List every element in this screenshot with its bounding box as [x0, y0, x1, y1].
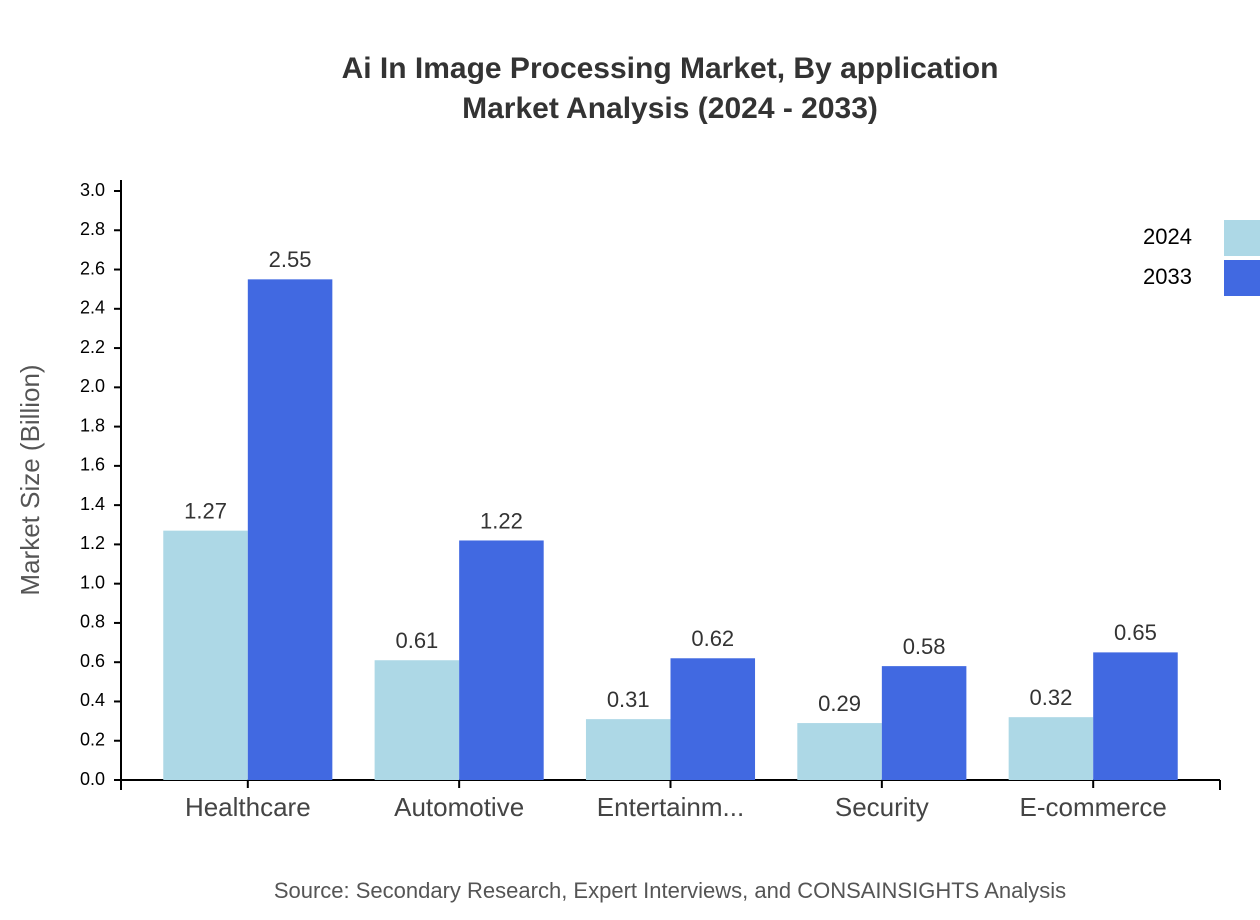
chart-title: Ai In Image Processing Market, By applic…	[342, 52, 999, 85]
legend-swatch	[1224, 260, 1260, 296]
bar	[1008, 717, 1094, 780]
legend-swatch	[1224, 220, 1260, 256]
value-label: 0.65	[1114, 620, 1157, 645]
chart-subtitle: Market Analysis (2024 - 2033)	[462, 92, 878, 125]
value-label: 0.58	[903, 634, 946, 659]
value-label: 0.62	[691, 626, 734, 651]
value-label: 1.27	[184, 498, 227, 523]
y-tick-label: 2.6	[80, 258, 105, 278]
bar	[163, 530, 248, 780]
bar	[797, 723, 882, 780]
bar	[247, 279, 333, 780]
x-tick-label: Automotive	[394, 792, 524, 822]
bar	[881, 666, 967, 780]
y-tick-label: 0.4	[80, 690, 105, 710]
bar	[585, 719, 671, 780]
y-tick-label: 2.8	[80, 219, 105, 239]
y-tick-label: 1.0	[80, 572, 105, 592]
x-tick-label: Entertainm...	[597, 792, 744, 822]
value-label: 0.31	[607, 687, 650, 712]
bar	[374, 660, 460, 780]
y-tick-label: 2.4	[80, 298, 105, 318]
y-tick-label: 2.2	[80, 337, 105, 357]
legend-label: 2033	[1143, 264, 1192, 289]
y-tick-label: 0.2	[80, 729, 105, 749]
y-tick-label: 1.8	[80, 415, 105, 435]
y-axis-title: Market Size (Billion)	[15, 364, 45, 595]
y-tick-label: 0.6	[80, 651, 105, 671]
value-label: 1.22	[480, 508, 523, 533]
y-tick-label: 2.0	[80, 376, 105, 396]
y-tick-label: 1.6	[80, 455, 105, 475]
y-tick-label: 0.8	[80, 612, 105, 632]
bar	[670, 658, 756, 780]
value-label: 0.29	[818, 691, 861, 716]
x-tick-label: Security	[835, 792, 929, 822]
value-label: 0.32	[1030, 685, 1073, 710]
bar	[459, 540, 544, 780]
y-tick-label: 1.4	[80, 494, 105, 514]
x-tick-label: Healthcare	[185, 792, 311, 822]
value-label: 2.55	[269, 247, 312, 272]
legend-label: 2024	[1143, 224, 1192, 249]
y-tick-label: 3.0	[80, 180, 105, 200]
bar	[1093, 652, 1178, 780]
x-tick-label: E-commerce	[1020, 792, 1167, 822]
value-label: 0.61	[395, 628, 438, 653]
y-tick-label: 1.2	[80, 533, 105, 553]
y-tick-label: 0.0	[80, 769, 105, 789]
source-note: Source: Secondary Research, Expert Inter…	[274, 878, 1066, 903]
